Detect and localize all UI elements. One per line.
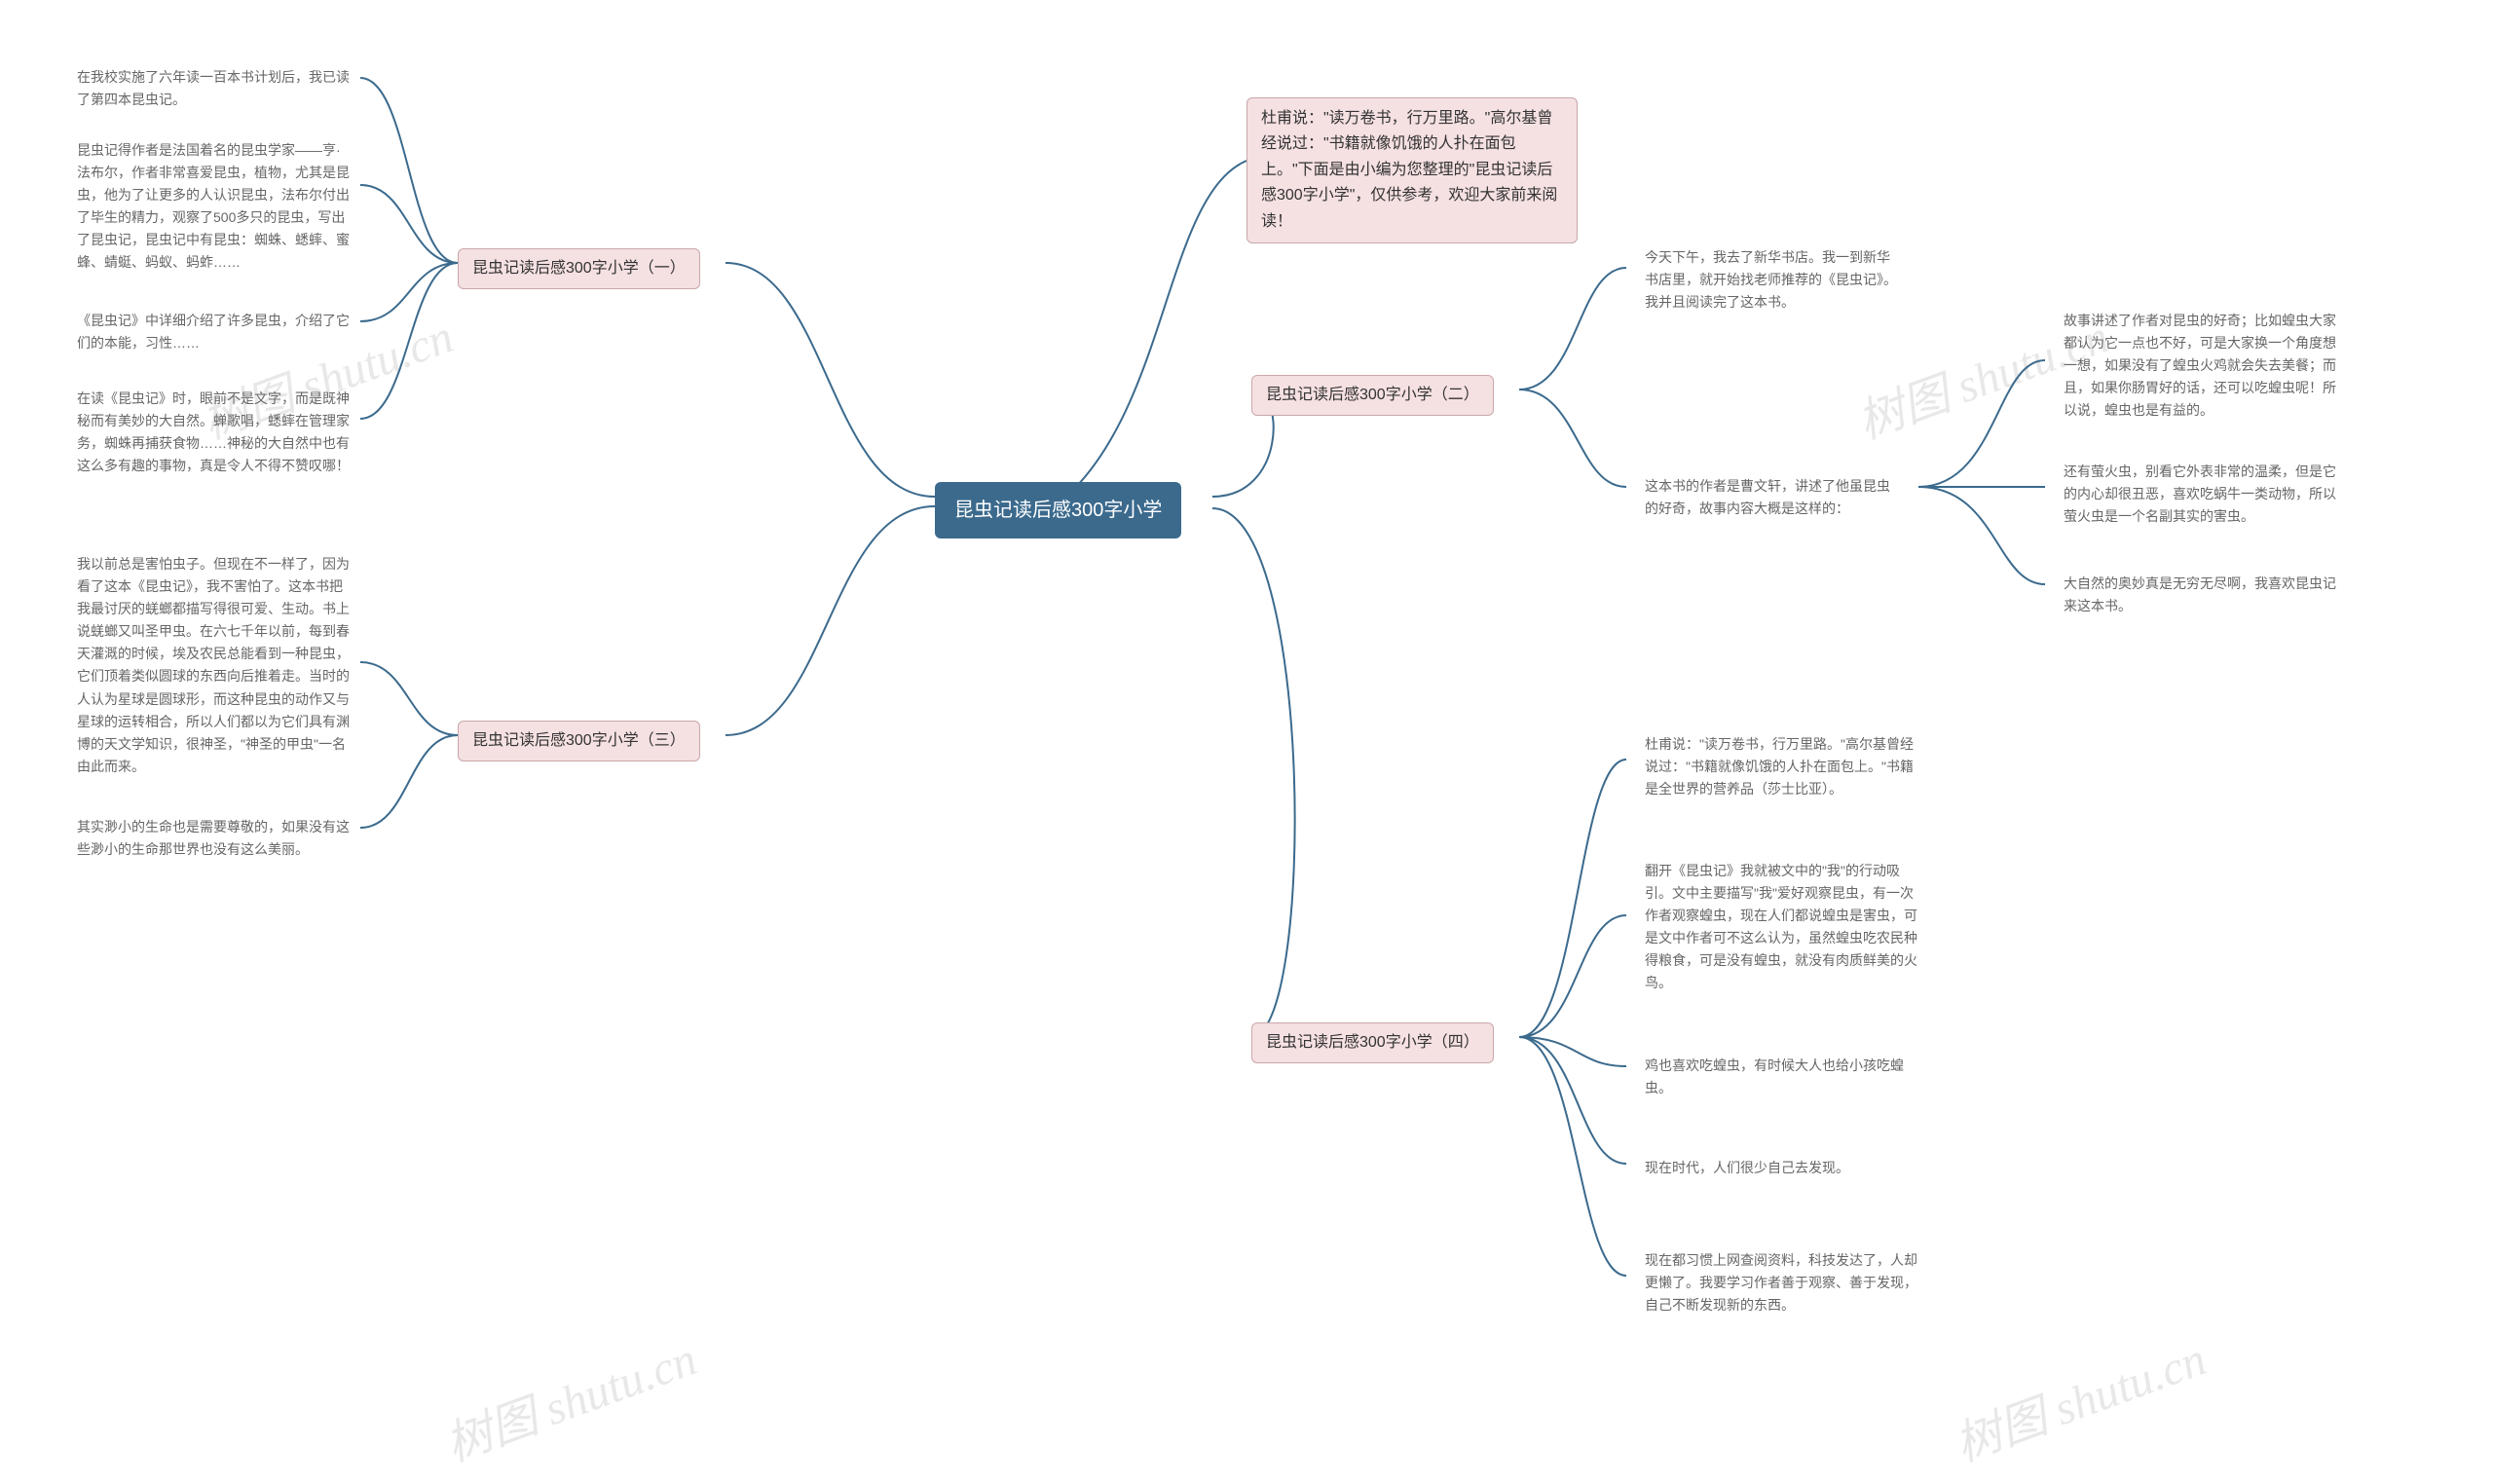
branch-node-2[interactable]: 昆虫记读后感300字小学（二） — [1251, 375, 1494, 416]
leaf-node: 鸡也喜欢吃蝗虫，有时候大人也给小孩吃蝗虫。 — [1631, 1047, 1933, 1107]
leaf-node: 我以前总是害怕虫子。但现在不一样了，因为看了这本《昆虫记》，我不害怕了。这本书把… — [63, 545, 365, 786]
watermark: 树图 shutu.cn — [1944, 1320, 2214, 1474]
branch-node-1[interactable]: 昆虫记读后感300字小学（一） — [458, 248, 700, 289]
leaf-node: 这本书的作者是曹文轩，讲述了他虽昆虫的好奇，故事内容大概是这样的： — [1631, 467, 1914, 528]
leaf-node: 其实渺小的生命也是需要尊敬的，如果没有这些渺小的生命那世界也没有这么美丽。 — [63, 808, 365, 869]
leaf-node: 在读《昆虫记》时，眼前不是文字，而是既神秘而有美妙的大自然。蝉歌唱，蟋蟀在管理家… — [63, 380, 365, 485]
leaf-node: 还有萤火虫，别看它外表非常的温柔，但是它的内心却很丑恶，喜欢吃蜗牛一类动物，所以… — [2050, 453, 2352, 536]
leaf-node: 故事讲述了作者对昆虫的好奇；比如蝗虫大家都认为它一点也不好，可是大家换一个角度想… — [2050, 302, 2352, 429]
leaf-node: 现在都习惯上网查阅资料，科技发达了，人却更懒了。我要学习作者善于观察、善于发现，… — [1631, 1242, 1933, 1324]
watermark: 树图 shutu.cn — [434, 1320, 704, 1474]
leaf-node: 《昆虫记》中详细介绍了许多昆虫，介绍了它们的本能，习性…… — [63, 302, 365, 362]
center-node[interactable]: 昆虫记读后感300字小学 — [935, 482, 1181, 538]
leaf-node: 今天下午，我去了新华书店。我一到新华书店里，就开始找老师推荐的《昆虫记》。我并且… — [1631, 239, 1914, 321]
leaf-node: 在我校实施了六年读一百本书计划后，我已读了第四本昆虫记。 — [63, 58, 365, 119]
branch-node-4[interactable]: 昆虫记读后感300字小学（四） — [1251, 1022, 1494, 1063]
leaf-node: 昆虫记得作者是法国着名的昆虫学家——亨·法布尔，作者非常喜爱昆虫，植物，尤其是昆… — [63, 131, 365, 282]
leaf-node: 翻开《昆虫记》我就被文中的"我"的行动吸引。文中主要描写"我"爱好观察昆虫，有一… — [1631, 852, 1933, 1003]
leaf-node: 大自然的奥妙真是无穷无尽啊，我喜欢昆虫记来这本书。 — [2050, 565, 2352, 625]
leaf-node: 杜甫说："读万卷书，行万里路。"高尔基曾经说过："书籍就像饥饿的人扑在面包上。"… — [1631, 725, 1933, 808]
branch-node-3[interactable]: 昆虫记读后感300字小学（三） — [458, 721, 700, 761]
intro-node[interactable]: 杜甫说："读万卷书，行万里路。"高尔基曾经说过："书籍就像饥饿的人扑在面包上。"… — [1246, 97, 1578, 243]
mindmap-canvas: 树图 shutu.cn 树图 shutu.cn 树图 shutu.cn 树图 s… — [0, 0, 2493, 1484]
leaf-node: 现在时代，人们很少自己去发现。 — [1631, 1149, 1863, 1187]
